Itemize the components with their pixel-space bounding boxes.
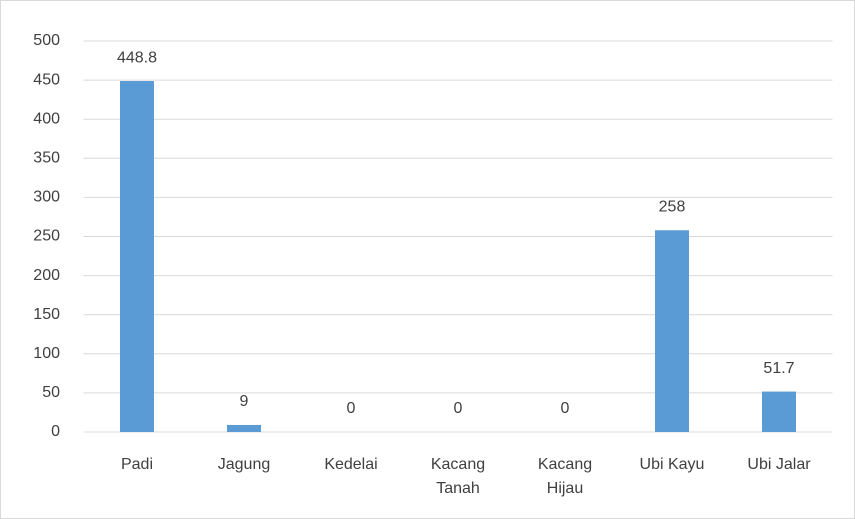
data-label: 51.7 — [763, 360, 794, 377]
y-tick-label: 400 — [33, 110, 60, 127]
x-tick-label: Kacang Tanah — [430, 456, 486, 497]
data-label: 0 — [347, 400, 356, 417]
y-tick-label: 250 — [33, 228, 60, 245]
bar — [655, 230, 689, 432]
data-label: 448.8 — [117, 49, 157, 66]
x-tick-label: Kacang Hijau — [537, 456, 593, 497]
x-tick-label: Padi — [120, 456, 154, 473]
y-tick-label: 300 — [33, 189, 60, 206]
data-label: 9 — [240, 393, 249, 410]
x-tick-label: Kedelai — [324, 456, 378, 473]
y-tick-label: 500 — [33, 32, 60, 49]
bar — [120, 81, 154, 433]
y-tick-label: 0 — [51, 423, 60, 440]
y-tick-label: 350 — [33, 150, 60, 167]
y-tick-label: 200 — [33, 267, 60, 284]
bar — [227, 424, 261, 432]
data-label: 258 — [659, 198, 686, 215]
y-tick-label: 100 — [33, 345, 60, 362]
y-tick-label: 150 — [33, 306, 60, 323]
x-tick-label: Ubi Kayu — [639, 456, 705, 473]
x-tick-label: Jagung — [217, 456, 271, 473]
y-tick-label: 450 — [33, 71, 60, 88]
data-label: 0 — [561, 400, 570, 417]
y-tick-label: 50 — [42, 384, 60, 401]
data-label: 0 — [454, 400, 463, 417]
bar — [762, 391, 796, 432]
x-tick-label: Ubi Jalar — [747, 456, 811, 473]
